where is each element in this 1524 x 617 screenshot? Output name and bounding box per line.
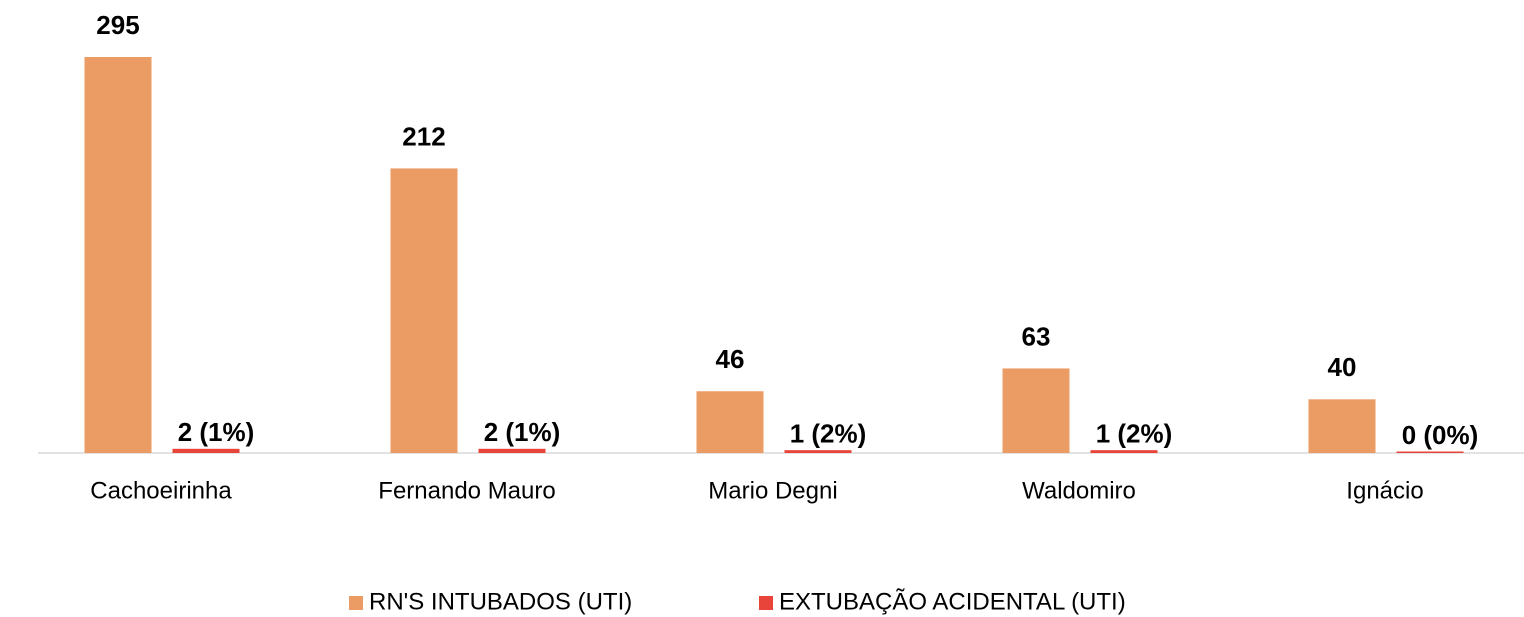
bar	[390, 168, 458, 454]
bar	[84, 57, 152, 453]
data-label: 63	[1022, 321, 1051, 351]
bar	[1396, 451, 1464, 453]
data-label: 46	[716, 344, 745, 374]
legend-label: RN'S INTUBADOS (UTI)	[369, 588, 632, 615]
bar	[172, 448, 240, 453]
x-tick-label: Mario Degni	[708, 477, 837, 504]
x-tick-label: Fernando Mauro	[378, 477, 555, 504]
x-tick-label: Waldomiro	[1022, 477, 1136, 504]
legend-swatch	[349, 596, 363, 610]
legend-swatch	[759, 596, 773, 610]
data-label: 295	[96, 10, 139, 40]
data-label: 2 (1%)	[484, 417, 561, 447]
x-tick-label: Cachoeirinha	[90, 477, 232, 504]
legend-label: EXTUBAÇÃO ACIDENTAL (UTI)	[779, 588, 1126, 615]
bar	[696, 391, 764, 453]
data-label: 0 (0%)	[1402, 420, 1479, 450]
data-label: 40	[1328, 352, 1357, 382]
data-label: 212	[402, 121, 445, 151]
data-label: 1 (2%)	[790, 419, 867, 449]
x-tick-label: Ignácio	[1346, 477, 1423, 504]
bar	[1002, 368, 1070, 453]
data-label: 1 (2%)	[1096, 419, 1173, 449]
bar	[478, 448, 546, 453]
bar	[1308, 399, 1376, 453]
bar	[1090, 450, 1158, 453]
data-label: 2 (1%)	[178, 417, 255, 447]
bar	[784, 450, 852, 453]
